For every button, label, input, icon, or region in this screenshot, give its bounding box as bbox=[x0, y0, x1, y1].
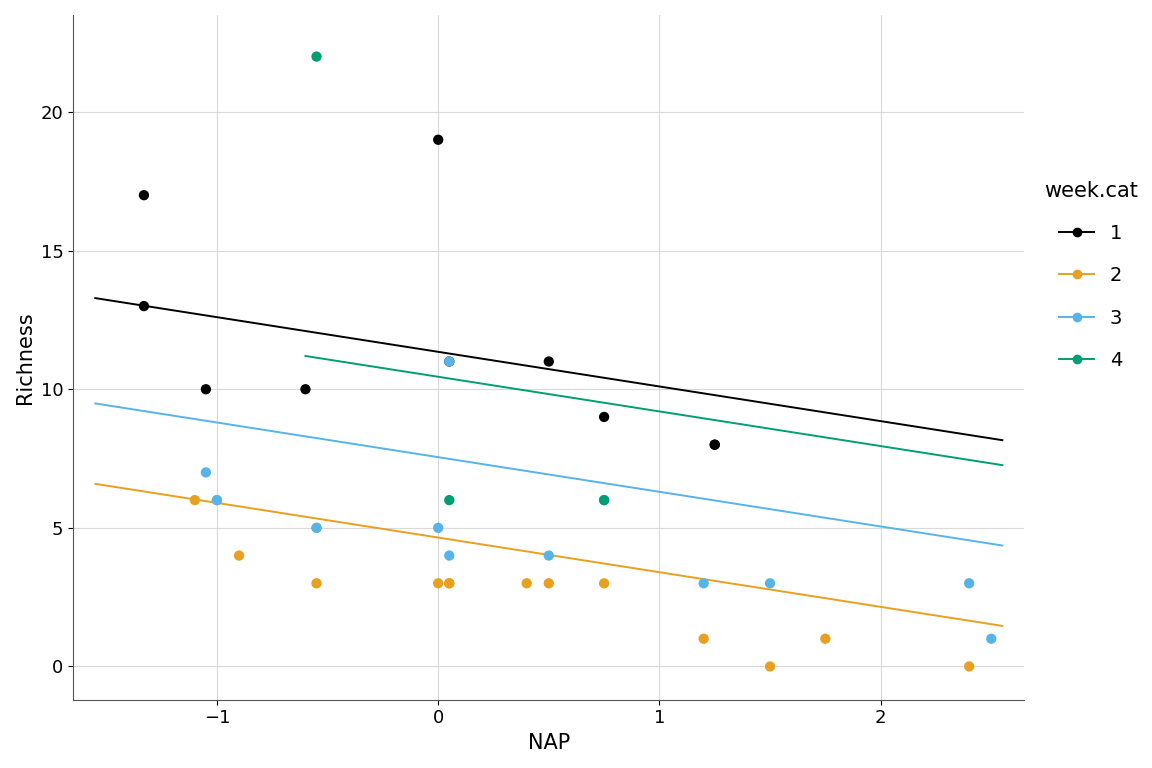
Point bbox=[207, 494, 226, 506]
Point bbox=[594, 494, 613, 506]
Point bbox=[440, 549, 458, 561]
Point bbox=[594, 411, 613, 423]
Legend: 1, 2, 3, 4: 1, 2, 3, 4 bbox=[1044, 180, 1137, 370]
Point bbox=[695, 633, 713, 645]
Point bbox=[517, 577, 536, 589]
Point bbox=[185, 494, 204, 506]
Point bbox=[308, 577, 326, 589]
X-axis label: NAP: NAP bbox=[528, 733, 570, 753]
Point bbox=[440, 494, 458, 506]
Point bbox=[816, 633, 834, 645]
Point bbox=[960, 660, 978, 673]
Point bbox=[440, 577, 458, 589]
Point bbox=[135, 189, 153, 201]
Point bbox=[197, 466, 215, 478]
Point bbox=[695, 577, 713, 589]
Point bbox=[539, 577, 558, 589]
Point bbox=[982, 633, 1000, 645]
Point bbox=[429, 134, 447, 146]
Point bbox=[230, 549, 249, 561]
Point bbox=[760, 577, 779, 589]
Point bbox=[440, 577, 458, 589]
Point bbox=[296, 383, 314, 396]
Point bbox=[960, 577, 978, 589]
Point bbox=[539, 549, 558, 561]
Point bbox=[429, 577, 447, 589]
Point bbox=[308, 521, 326, 534]
Point bbox=[207, 494, 226, 506]
Point bbox=[197, 383, 215, 396]
Point bbox=[308, 521, 326, 534]
Point bbox=[594, 577, 613, 589]
Point bbox=[135, 300, 153, 313]
Point bbox=[440, 356, 458, 368]
Point bbox=[705, 439, 723, 451]
Point bbox=[440, 356, 458, 368]
Y-axis label: Richness: Richness bbox=[15, 311, 35, 404]
Point bbox=[705, 439, 723, 451]
Point bbox=[760, 660, 779, 673]
Point bbox=[308, 51, 326, 63]
Point bbox=[539, 356, 558, 368]
Point bbox=[429, 521, 447, 534]
Point bbox=[594, 494, 613, 506]
